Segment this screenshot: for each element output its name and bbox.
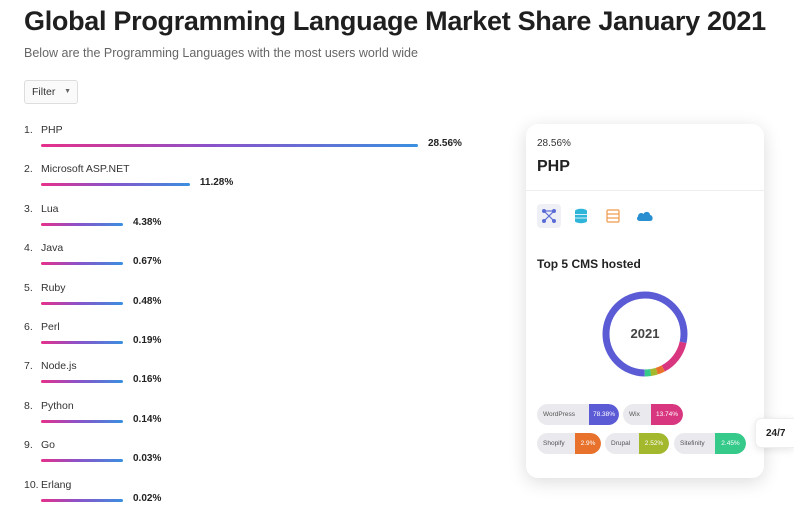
- cms-value: 13.74%: [651, 404, 683, 425]
- language-percent: 0.19%: [133, 334, 162, 346]
- cloud-icon[interactable]: [633, 204, 657, 228]
- support-tab[interactable]: 24/7: [755, 418, 794, 448]
- language-share-bar: [41, 301, 123, 305]
- page-subtitle: Below are the Programming Languages with…: [24, 46, 418, 60]
- language-share-bar: [41, 262, 123, 266]
- language-row[interactable]: 3. Lua 4.38%: [24, 203, 504, 242]
- cms-name: Wix: [629, 411, 640, 418]
- detail-language: PHP: [537, 158, 570, 175]
- language-percent: 0.67%: [133, 256, 162, 268]
- cms-name: Drupal: [611, 440, 631, 447]
- language-percent: 0.02%: [133, 492, 162, 504]
- cms-pill[interactable]: Drupal 2.52%: [605, 433, 669, 454]
- language-share-bar: [41, 183, 190, 187]
- language-percent: 0.16%: [133, 374, 162, 386]
- language-name: Python: [41, 399, 74, 412]
- detail-card: 28.56% PHP: [526, 124, 764, 478]
- cms-pill[interactable]: WordPress 78.38%: [537, 404, 619, 425]
- language-row[interactable]: 10. Erlang 0.02%: [24, 479, 504, 518]
- language-share-bar: [41, 222, 123, 226]
- language-rank: 4.: [24, 242, 33, 255]
- language-row[interactable]: 9. Go 0.03%: [24, 439, 504, 478]
- cms-donut-chart: 2021: [602, 291, 688, 377]
- cms-value: 78.38%: [589, 404, 619, 425]
- donut-segment: [602, 291, 688, 377]
- language-share-bar: [41, 380, 123, 384]
- language-rank: 9.: [24, 439, 33, 452]
- language-percent: 11.28%: [199, 177, 234, 189]
- language-rank: 7.: [24, 360, 33, 373]
- language-percent: 0.48%: [133, 295, 162, 307]
- language-share-bar: [41, 419, 123, 423]
- cms-section-title: Top 5 CMS hosted: [537, 257, 641, 271]
- language-rank: 10.: [24, 478, 39, 491]
- cms-value: 2.45%: [715, 433, 746, 454]
- language-row[interactable]: 7. Node.js 0.16%: [24, 360, 504, 399]
- language-rank: 2.: [24, 163, 33, 176]
- database-icon[interactable]: [569, 204, 593, 228]
- language-share-bar: [41, 340, 123, 344]
- language-share-bar: [41, 144, 418, 147]
- language-name: Go: [41, 439, 56, 452]
- language-percent: 28.56%: [428, 138, 462, 149]
- language-share-bar: [41, 498, 123, 502]
- cms-name: WordPress: [543, 411, 576, 418]
- language-row[interactable]: 8. Python 0.14%: [24, 400, 504, 439]
- cms-name: Sitefinity: [680, 440, 705, 447]
- donut-center-label: 2021: [631, 326, 660, 341]
- caret-down-icon: ▼: [64, 88, 71, 95]
- detail-icon-bar: [537, 204, 657, 228]
- cms-pill[interactable]: Wix 13.74%: [623, 404, 683, 425]
- detail-percent: 28.56%: [537, 138, 571, 149]
- cms-value: 2.52%: [639, 433, 669, 454]
- language-row[interactable]: 5. Ruby 0.48%: [24, 282, 504, 321]
- language-rank: 6.: [24, 320, 33, 333]
- divider: [526, 190, 764, 191]
- language-name: Lua: [41, 202, 59, 215]
- network-icon[interactable]: [537, 204, 561, 228]
- server-icon[interactable]: [601, 204, 625, 228]
- language-name: Ruby: [41, 281, 66, 294]
- language-share-bar: [41, 459, 123, 463]
- language-percent: 0.14%: [133, 413, 162, 425]
- cms-pill[interactable]: Shopify 2.9%: [537, 433, 601, 454]
- language-row[interactable]: 2. Microsoft ASP.NET 11.28%: [24, 163, 504, 202]
- cms-value: 2.9%: [575, 433, 601, 454]
- page-title: Global Programming Language Market Share…: [24, 6, 766, 36]
- language-row[interactable]: 4. Java 0.67%: [24, 242, 504, 281]
- language-name: Perl: [41, 320, 60, 333]
- language-rank: 8.: [24, 399, 33, 412]
- filter-label: Filter: [32, 86, 56, 98]
- cms-name: Shopify: [543, 440, 565, 447]
- language-rank: 3.: [24, 202, 33, 215]
- language-row[interactable]: 6. Perl 0.19%: [24, 321, 504, 360]
- language-name: Java: [41, 242, 64, 255]
- language-name: PHP: [41, 124, 63, 136]
- language-percent: 0.03%: [133, 453, 162, 465]
- language-name: Node.js: [41, 360, 77, 373]
- language-name: Microsoft ASP.NET: [41, 163, 130, 176]
- language-rank: 5.: [24, 281, 33, 294]
- language-row[interactable]: 1. PHP 28.56%: [24, 124, 504, 163]
- language-list: 1. PHP 28.56% 2. Microsoft ASP.NET 11.28% 3. Lu…: [24, 124, 504, 518]
- cms-pill[interactable]: Sitefinity 2.45%: [674, 433, 746, 454]
- filter-dropdown[interactable]: Filter ▼: [24, 80, 78, 104]
- language-rank: 1.: [24, 124, 33, 136]
- language-name: Erlang: [41, 478, 72, 491]
- language-percent: 4.38%: [133, 216, 162, 228]
- donut-segment: [602, 291, 688, 377]
